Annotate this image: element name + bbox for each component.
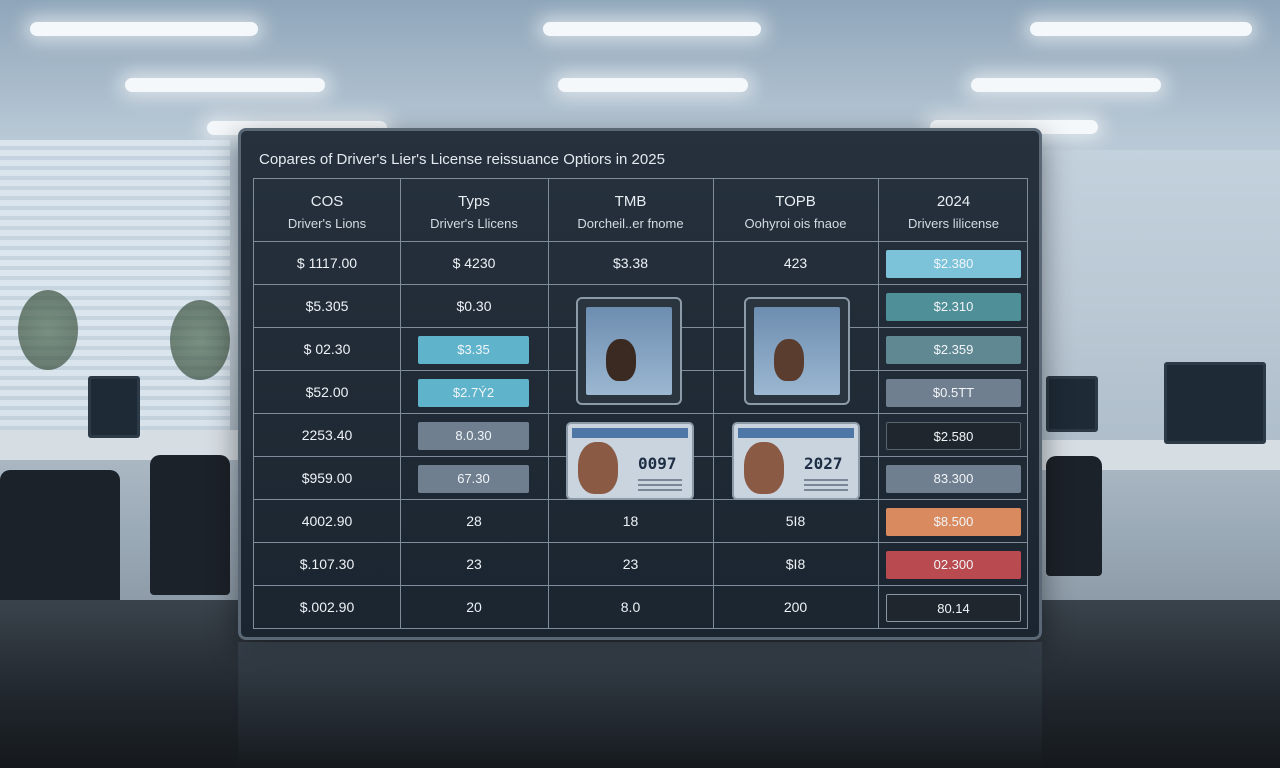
value-pill: 02.300 <box>886 551 1021 579</box>
table-cell: 23 <box>466 556 482 572</box>
ceiling-light <box>125 78 325 92</box>
license-card-text-lines <box>804 479 848 493</box>
portrait-image <box>578 442 618 494</box>
column-header: TOPB Oohyroi ois fnaoe <box>713 179 878 241</box>
value-pill: $2.7Ý2 <box>418 379 529 407</box>
column-divider <box>548 179 549 628</box>
value-pill: $8.500 <box>886 508 1021 536</box>
column-header: Typs Driver's Llicens <box>400 179 548 241</box>
table-cell: $.002.90 <box>299 599 355 615</box>
value-pill: $2.359 <box>886 336 1021 364</box>
portrait-image <box>774 339 804 381</box>
table-cell: 2253.40 <box>301 427 353 443</box>
header-title: COS <box>310 193 344 210</box>
row-divider <box>254 542 1027 543</box>
table-cell: $3.38 <box>612 255 649 271</box>
office-ceiling <box>0 0 1280 140</box>
license-scanner-image <box>744 297 850 405</box>
ceiling-light <box>558 78 748 92</box>
comparison-table: COS Driver's Lions Typs Driver's Llicens… <box>253 178 1028 629</box>
table-cell: 18 <box>622 513 639 529</box>
table-cell: 8.0 <box>620 599 641 615</box>
license-card-number: 2027 <box>804 454 843 473</box>
license-card-image: 2027 <box>732 422 860 500</box>
column-divider <box>713 179 714 628</box>
table-cell: $5.305 <box>305 298 349 314</box>
table-cell: 20 <box>466 599 482 615</box>
column-divider <box>400 179 401 628</box>
panel-reflection <box>238 642 1042 768</box>
header-subtitle: Dorcheil..er fnome <box>577 216 684 231</box>
ceiling-light <box>30 22 258 36</box>
office-chair <box>150 455 230 595</box>
table-cell: $ 1117.00 <box>296 255 358 271</box>
table-cell: 423 <box>783 255 808 271</box>
license-card-image: 0097 <box>566 422 694 500</box>
header-subtitle: Driver's Llicens <box>430 216 518 231</box>
table-cell: 4002.90 <box>301 513 353 529</box>
value-pill: 67.30 <box>418 465 529 493</box>
table-cell: $0.30 <box>456 298 492 314</box>
value-pill: $2.580 <box>886 422 1021 450</box>
comparison-panel: Copares of Driver's Lier's License reiss… <box>238 128 1042 640</box>
value-pill: $0.5TT <box>886 379 1021 407</box>
table-cell: 200 <box>783 599 808 615</box>
value-pill: 83.300 <box>886 465 1021 493</box>
office-chair <box>1046 456 1102 576</box>
ceiling-light <box>1030 22 1252 36</box>
ceiling-light <box>971 78 1161 92</box>
background-monitor <box>1046 376 1098 432</box>
license-card-number: 0097 <box>638 454 677 473</box>
table-cell: $ 02.30 <box>303 341 351 357</box>
column-header: 2024 Drivers lilicense <box>878 179 1029 241</box>
column-header: COS Driver's Lions <box>254 179 400 241</box>
header-subtitle: Oohyroi ois fnaoe <box>744 216 847 231</box>
portrait-image <box>744 442 784 494</box>
value-pill: 80.14 <box>886 594 1021 622</box>
header-title: TOPB <box>775 193 816 210</box>
ceiling-light <box>543 22 761 36</box>
table-cell: $.107.30 <box>299 556 355 572</box>
panel-title: Copares of Driver's Lier's License reiss… <box>259 151 665 168</box>
value-pill: $2.380 <box>886 250 1021 278</box>
office-plant <box>170 300 230 380</box>
header-title: 2024 <box>936 193 971 210</box>
table-cell: $ 4230 <box>452 255 496 271</box>
row-divider <box>254 284 1027 285</box>
row-divider <box>254 413 1027 414</box>
header-subtitle: Driver's Lions <box>287 216 367 231</box>
license-card-header <box>572 428 688 438</box>
portrait-image <box>606 339 636 381</box>
header-title: TMB <box>614 193 647 210</box>
table-cell: $959.00 <box>301 470 353 486</box>
table-cell: 28 <box>466 513 482 529</box>
column-header: TMB Dorcheil..er fnome <box>548 179 713 241</box>
header-title: Typs <box>458 193 490 210</box>
header-subtitle: Drivers lilicense <box>907 216 1000 231</box>
column-divider <box>878 179 879 628</box>
table-cell: $52.00 <box>305 384 349 400</box>
license-card-header <box>738 428 854 438</box>
row-divider <box>254 585 1027 586</box>
row-divider <box>254 241 1027 242</box>
license-card-text-lines <box>638 479 682 493</box>
license-scanner-image <box>576 297 682 405</box>
background-monitor <box>1164 362 1266 444</box>
value-pill: $2.310 <box>886 293 1021 321</box>
table-cell: $I8 <box>785 556 806 572</box>
table-cell: 5I8 <box>785 513 806 529</box>
value-pill: $3.35 <box>418 336 529 364</box>
value-pill: 8.0.30 <box>418 422 529 450</box>
office-plant <box>18 290 78 370</box>
table-cell: 23 <box>622 556 639 572</box>
background-monitor <box>88 376 140 438</box>
